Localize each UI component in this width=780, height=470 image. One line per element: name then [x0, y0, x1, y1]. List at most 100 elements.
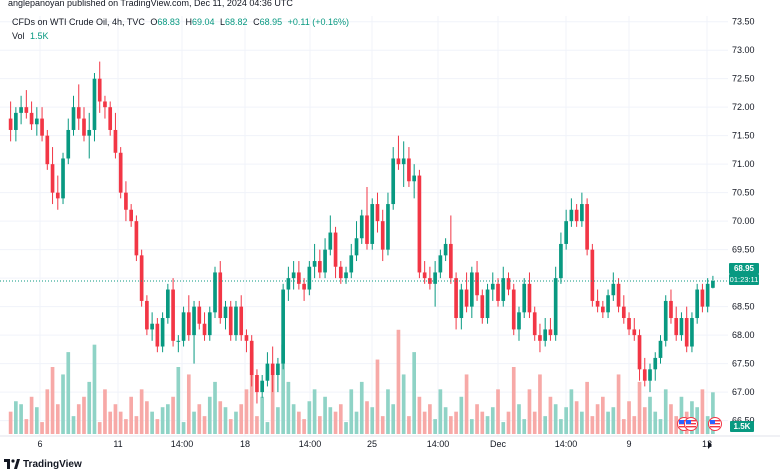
us-flag-event-icon[interactable]	[708, 417, 722, 431]
candle-body	[218, 272, 223, 319]
volume-bar	[338, 404, 343, 434]
volume-bar	[501, 422, 506, 434]
candle	[302, 278, 306, 301]
volume-bar	[527, 389, 532, 434]
candle	[307, 261, 312, 296]
candle-body	[192, 306, 196, 336]
candle	[490, 272, 495, 301]
candle	[286, 266, 291, 301]
candle	[370, 198, 375, 250]
candle-body	[124, 192, 128, 210]
candle	[443, 238, 448, 262]
candle-body	[50, 164, 55, 193]
volume-bar	[207, 396, 212, 434]
volume-bar	[186, 374, 191, 434]
open-label: O	[150, 17, 158, 27]
volume-bar	[396, 329, 401, 434]
candle-body	[396, 158, 401, 165]
candle-body	[532, 312, 537, 336]
volume-bar	[328, 407, 333, 434]
candle-body	[627, 318, 631, 330]
candle	[103, 95, 107, 119]
volume-label[interactable]: Vol	[12, 31, 25, 41]
candle	[239, 295, 244, 341]
candle-body	[8, 118, 13, 130]
candle-body	[228, 306, 233, 336]
price-tick: 73.50	[732, 17, 755, 27]
volume-bar	[312, 389, 317, 434]
candle	[590, 243, 595, 307]
price-tick: 71.50	[732, 131, 755, 141]
tradingview-brand[interactable]: TradingView	[23, 458, 82, 470]
price-tick: 70.50	[732, 188, 755, 198]
candle	[354, 221, 359, 262]
candle	[166, 283, 170, 324]
candle	[260, 375, 265, 398]
candle	[333, 226, 338, 279]
volume-bar	[669, 404, 673, 434]
candle-body	[244, 335, 249, 341]
candle-body	[365, 215, 369, 244]
candle-body	[601, 306, 605, 313]
candle	[129, 204, 133, 227]
candle	[265, 352, 270, 387]
candle-body	[595, 300, 600, 307]
volume-bar	[438, 389, 443, 434]
candle-body	[359, 215, 364, 239]
time-tick: Dec	[490, 439, 507, 449]
volume-bar	[297, 411, 301, 434]
candle-body	[580, 204, 584, 222]
candle	[422, 261, 427, 284]
candle-body	[501, 278, 506, 301]
symbol-title[interactable]: CFDs on WTI Crude Oil, 4h, TVC	[12, 17, 145, 27]
candle-body	[538, 335, 542, 341]
candle-body	[113, 129, 118, 153]
candle-body	[585, 204, 589, 250]
candle	[648, 363, 652, 393]
candle	[113, 112, 118, 159]
volume-bar	[223, 407, 228, 434]
candle	[690, 312, 694, 353]
time-tick: 14:00	[299, 439, 322, 449]
scroll-right-icon[interactable]	[707, 441, 713, 449]
candlesticks	[8, 61, 715, 404]
candle	[281, 283, 285, 370]
candle	[480, 289, 485, 324]
candle	[29, 101, 34, 130]
candle-body	[307, 266, 312, 290]
volume-bar	[559, 419, 563, 434]
candle-body	[616, 283, 621, 307]
candle-body	[160, 318, 165, 347]
volume-bar	[621, 419, 626, 434]
candle	[401, 141, 406, 187]
volume-bar	[454, 411, 458, 434]
candle-body	[202, 323, 207, 336]
candle	[92, 72, 97, 142]
candle	[150, 312, 154, 341]
candle-body	[333, 232, 338, 267]
candle	[228, 300, 233, 341]
candle	[312, 243, 317, 279]
volume-bar	[82, 396, 86, 434]
last-price-tag: 68.95	[729, 263, 759, 274]
volume-bar	[711, 392, 715, 434]
candle-body	[166, 289, 170, 319]
candle	[66, 118, 71, 165]
candle	[658, 335, 663, 364]
candle-body	[375, 204, 380, 222]
us-flag-event-icon[interactable]	[684, 417, 698, 431]
time-tick: 11	[113, 439, 122, 449]
candle	[485, 283, 490, 324]
candle-body	[134, 221, 139, 256]
price-tick: 72.50	[732, 74, 755, 84]
volume-bar	[333, 411, 338, 434]
candle	[548, 318, 553, 341]
volume-bar	[705, 416, 710, 434]
volume-bar	[648, 396, 652, 434]
volume-bar	[674, 416, 679, 434]
volume-bar	[192, 411, 196, 434]
volume-bar	[422, 411, 427, 434]
candle-body	[449, 243, 453, 279]
candle-body	[76, 107, 81, 119]
